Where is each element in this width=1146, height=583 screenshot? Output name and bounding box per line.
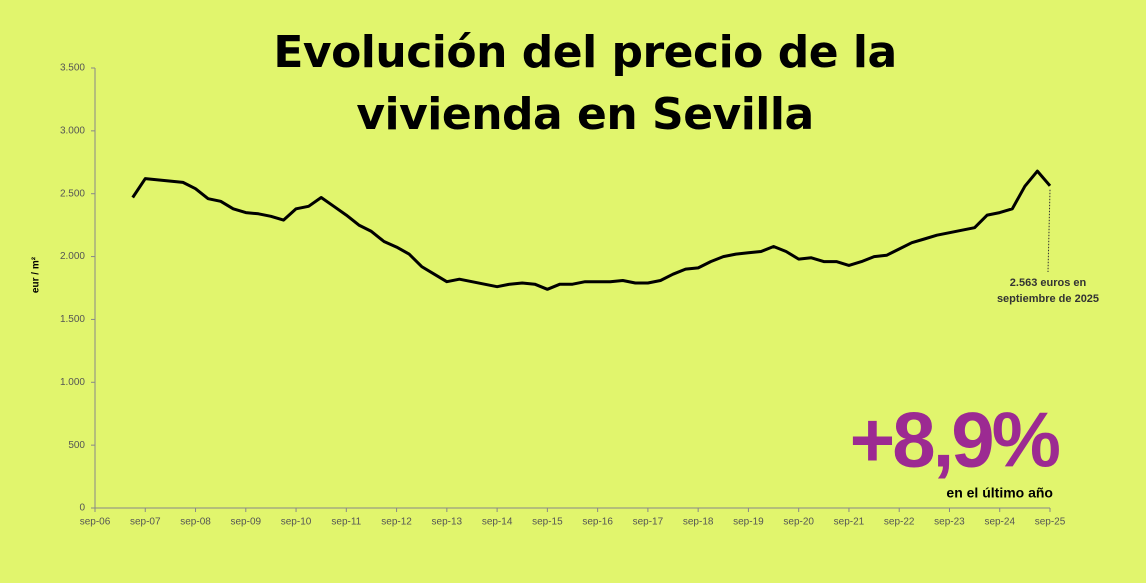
x-tick-label: sep-21 bbox=[834, 517, 865, 528]
x-tick-label: sep-11 bbox=[331, 517, 361, 528]
x-tick-label: sep-17 bbox=[633, 517, 664, 528]
y-tick-label: 3.000 bbox=[60, 125, 85, 136]
highlight-caption: en el último año bbox=[946, 485, 1053, 501]
y-tick-label: 1.000 bbox=[60, 377, 85, 388]
x-tick-label: sep-10 bbox=[281, 517, 312, 528]
annotation: septiembre de 2025 bbox=[997, 293, 1099, 305]
x-tick-label: sep-23 bbox=[934, 517, 965, 528]
x-tick-label: sep-22 bbox=[884, 517, 915, 528]
x-tick-label: sep-15 bbox=[532, 517, 563, 528]
x-tick-label: sep-13 bbox=[432, 517, 463, 528]
x-tick-label: sep-19 bbox=[733, 517, 764, 528]
line bbox=[131, 169, 1052, 291]
annotation-leader bbox=[1047, 189, 1051, 273]
x-tick-label: sep-06 bbox=[80, 517, 111, 528]
y-tick-label: 500 bbox=[68, 440, 85, 451]
y-tick-label: 0 bbox=[79, 503, 85, 514]
x-tick-label: sep-09 bbox=[231, 517, 262, 528]
y-tick-label: 3.500 bbox=[60, 63, 85, 74]
y-tick-label: 2.500 bbox=[60, 188, 85, 199]
chart-title: Evolución del precio de la vivienda en S… bbox=[273, 27, 897, 140]
y-axis-label: eur / m² bbox=[31, 256, 42, 293]
x-tick-label: sep-12 bbox=[381, 517, 412, 528]
y-tick-label: 1.500 bbox=[60, 314, 85, 325]
highlight: +8,9% bbox=[850, 396, 1060, 484]
x-tick-label: sep-07 bbox=[130, 517, 161, 528]
x-tick-label: sep-08 bbox=[180, 517, 211, 528]
x-tick-label: sep-25 bbox=[1035, 517, 1066, 528]
annotation: 2.563 euros en bbox=[1010, 277, 1087, 289]
x-tick-label: sep-20 bbox=[783, 517, 814, 528]
y-tick-label: 2.000 bbox=[60, 251, 85, 262]
x-tick-label: sep-14 bbox=[482, 517, 513, 528]
x-tick-label: sep-18 bbox=[683, 517, 714, 528]
x-tick-label: sep-24 bbox=[984, 517, 1015, 528]
x-tick-label: sep-16 bbox=[582, 517, 613, 528]
